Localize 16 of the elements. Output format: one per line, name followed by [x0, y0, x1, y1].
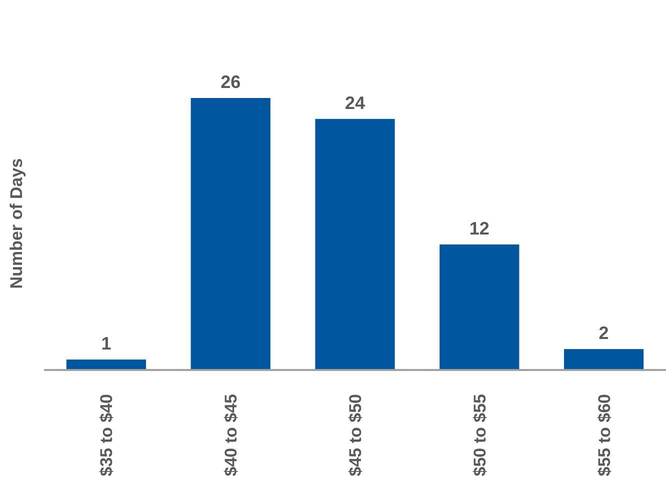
- x-tick-label: $40 to $45: [222, 394, 241, 476]
- data-label: 24: [344, 92, 366, 113]
- x-tick-label: $35 to $40: [97, 394, 116, 476]
- x-tick-label: $50 to $55: [470, 394, 490, 476]
- bar: [440, 244, 520, 370]
- bar: [190, 98, 270, 370]
- data-label: 1: [101, 334, 112, 354]
- bar: [564, 349, 644, 370]
- x-tick-label: $55 to $60: [594, 394, 614, 476]
- data-label: 12: [469, 218, 490, 238]
- data-label: 26: [220, 72, 241, 92]
- x-tick-label: $45 to $50: [346, 394, 365, 476]
- data-label: 2: [598, 323, 609, 344]
- y-axis-title: Number of Days: [7, 158, 26, 289]
- bar: [66, 360, 146, 370]
- bar: [315, 118, 395, 370]
